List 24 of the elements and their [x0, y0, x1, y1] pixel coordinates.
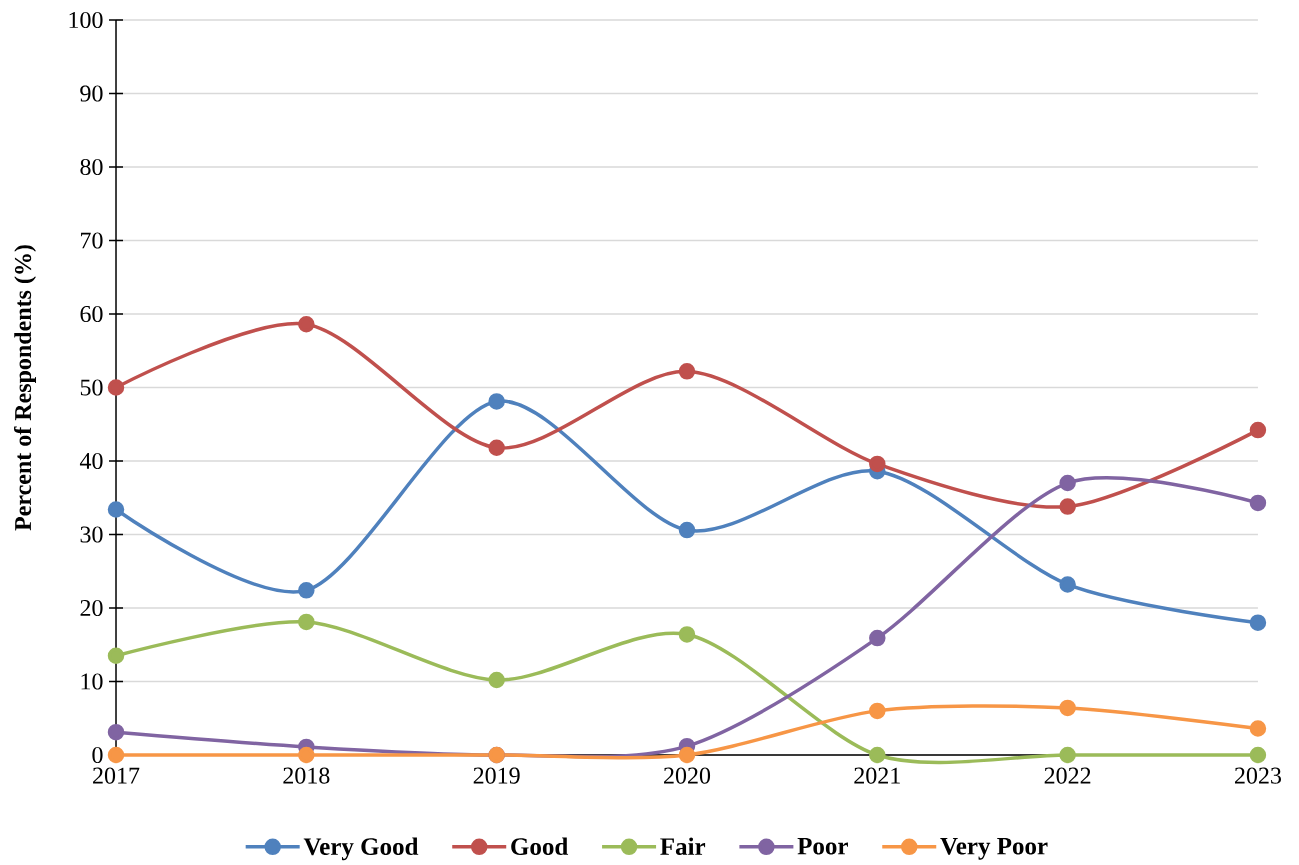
y-axis-title: Percent of Respondents (%) [14, 245, 37, 531]
y-tick-label: 70 [81, 232, 103, 249]
y-tick-label: 0 [92, 746, 103, 764]
x-tick-label: 2020 [664, 767, 711, 784]
x-tick-label: 2019 [473, 767, 520, 784]
y-tick-label: 50 [80, 379, 103, 396]
y-tick-label: 90 [80, 85, 103, 102]
x-tick-label: 2022 [1044, 767, 1091, 784]
legend-label: Good [511, 837, 569, 856]
y-tick-label: 40 [79, 452, 103, 470]
y-tick-label: 20 [80, 599, 103, 617]
x-tick-label: 2023 [1234, 767, 1281, 784]
x-tick-label: 2021 [854, 767, 900, 784]
legend-label: Very Poor [940, 837, 1048, 860]
legend-label: Poor [797, 837, 848, 855]
y-tick-label: 100 [69, 11, 103, 29]
y-tick-label: 30 [80, 526, 103, 543]
x-tick-label: 2017 [93, 767, 140, 784]
y-tick-label: 60 [80, 305, 103, 323]
legend-label: Fair [660, 837, 706, 856]
legend-label: Very Good [303, 837, 419, 861]
x-tick-label: 2018 [283, 767, 330, 784]
y-tick-label: 80 [80, 158, 103, 176]
y-tick-label: 10 [81, 673, 103, 690]
